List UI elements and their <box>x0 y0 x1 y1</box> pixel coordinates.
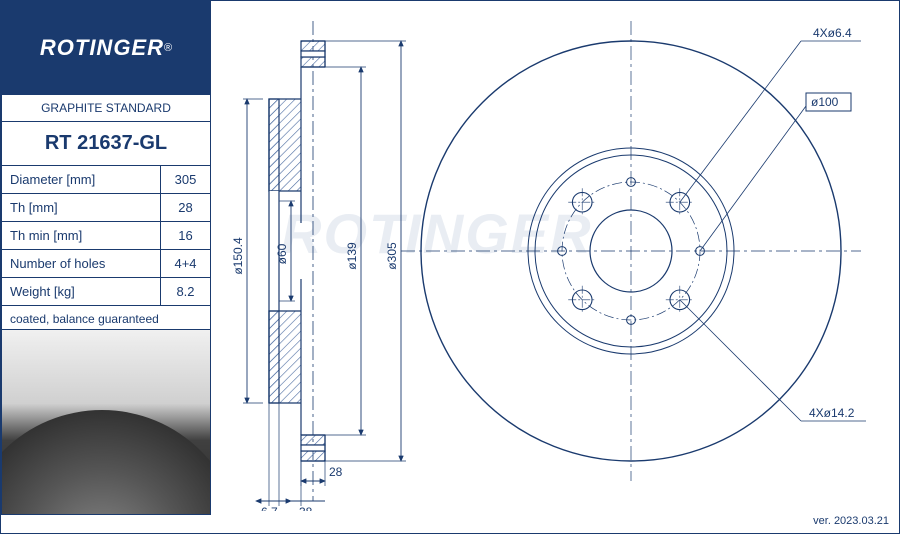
registered-mark: ® <box>164 42 172 54</box>
spec-value: 28 <box>161 194 211 221</box>
spec-label: Diameter [mm] <box>2 166 161 193</box>
product-line: GRAPHITE STANDARD <box>1 95 211 122</box>
part-number: RT 21637-GL <box>1 122 211 166</box>
spec-label: Th min [mm] <box>2 222 161 249</box>
version-label: ver. 2023.03.21 <box>813 515 889 527</box>
brand-logo: ROTINGER <box>40 35 164 61</box>
dim-6-7: 6.7 <box>261 505 278 511</box>
spec-value: 16 <box>161 222 211 249</box>
dim-38: 38 <box>299 505 313 511</box>
section-view: ø305 ø150.4 ø60 ø139 28 6 <box>231 21 406 511</box>
callout-bolt: 4Xø14.2 <box>809 406 855 420</box>
spec-row: Th min [mm] 16 <box>1 222 211 250</box>
callout-pcd: ø100 <box>811 95 839 109</box>
spec-row: Weight [kg] 8.2 <box>1 278 211 306</box>
spec-label: Number of holes <box>2 250 161 277</box>
thumbnail-disc <box>1 410 211 515</box>
spec-value: 4+4 <box>161 250 211 277</box>
spec-row: Th [mm] 28 <box>1 194 211 222</box>
spec-row: Diameter [mm] 305 <box>1 166 211 194</box>
front-view: 4Xø6.4 ø100 4Xø14.2 <box>401 21 866 481</box>
dim-d60: ø60 <box>275 243 289 264</box>
callout-pin: 4Xø6.4 <box>813 26 852 40</box>
dim-d150: ø150.4 <box>231 237 245 275</box>
dim-d139: ø139 <box>345 242 359 270</box>
product-thumbnail <box>1 329 211 515</box>
spec-value: 8.2 <box>161 278 211 305</box>
logo-box: ROTINGER ® <box>1 1 211 95</box>
drawing-frame: ROTINGER ® GRAPHITE STANDARD RT 21637-GL… <box>0 0 900 534</box>
spec-value: 305 <box>161 166 211 193</box>
dim-th28: 28 <box>329 465 343 479</box>
spec-label: Th [mm] <box>2 194 161 221</box>
technical-drawing: ø305 ø150.4 ø60 ø139 28 6 <box>211 11 891 511</box>
dim-d305: ø305 <box>385 242 399 270</box>
spec-panel: GRAPHITE STANDARD RT 21637-GL Diameter [… <box>1 95 211 333</box>
spec-row: Number of holes 4+4 <box>1 250 211 278</box>
spec-label: Weight [kg] <box>2 278 161 305</box>
